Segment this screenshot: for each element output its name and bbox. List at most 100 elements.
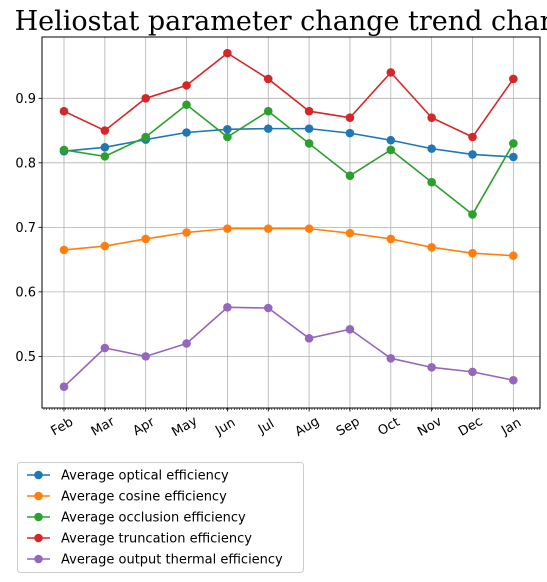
x-tick-label: Nov bbox=[415, 414, 445, 440]
data-point bbox=[509, 139, 518, 148]
data-point bbox=[386, 234, 396, 244]
data-point bbox=[304, 124, 314, 133]
x-tick-label: Jul bbox=[255, 417, 277, 438]
data-point bbox=[141, 234, 150, 244]
data-point bbox=[100, 152, 110, 161]
grid-lines bbox=[42, 37, 540, 408]
y-tick-label: 0.8 bbox=[15, 156, 36, 171]
data-point bbox=[59, 145, 69, 155]
x-tick-label: Aug bbox=[293, 414, 322, 440]
legend: Average optical efficiency Average cosine… bbox=[17, 462, 304, 573]
data-point bbox=[468, 132, 477, 142]
data-point bbox=[263, 74, 273, 84]
legend-box bbox=[17, 462, 304, 573]
data-point bbox=[100, 126, 110, 135]
data-point bbox=[223, 132, 232, 142]
series-lines bbox=[59, 48, 518, 392]
y-tick-label: 0.6 bbox=[15, 285, 36, 300]
x-tick-label: Apr bbox=[130, 415, 158, 440]
legend-label: Average output thermal efficiency bbox=[61, 553, 283, 568]
data-point bbox=[509, 375, 518, 385]
data-point bbox=[304, 334, 314, 343]
data-point bbox=[59, 382, 69, 392]
legend-label: Average optical efficiency bbox=[61, 469, 229, 484]
data-point bbox=[182, 339, 191, 348]
legend-marker bbox=[34, 554, 43, 564]
data-point bbox=[100, 143, 110, 152]
x-tick-label: Jan bbox=[498, 415, 524, 439]
legend-label: Average truncation efficiency bbox=[61, 532, 252, 547]
series-line bbox=[63, 103, 515, 216]
series-line bbox=[63, 227, 514, 257]
series-5 bbox=[59, 303, 518, 392]
data-point bbox=[386, 145, 396, 155]
series-1 bbox=[59, 124, 518, 162]
data-point bbox=[468, 367, 477, 377]
data-point bbox=[100, 343, 110, 353]
x-axis-ticks: Feb Mar Apr May Jun Jul Aug Sep Oct Nov Dec Jan bbox=[49, 408, 524, 440]
x-tick-label: Feb bbox=[49, 415, 76, 440]
data-point bbox=[345, 128, 355, 138]
series-4 bbox=[59, 48, 518, 142]
data-point bbox=[468, 210, 477, 219]
data-point bbox=[100, 241, 110, 251]
data-point bbox=[141, 93, 150, 103]
x-tick-label: Jun bbox=[212, 415, 238, 439]
legend-marker bbox=[34, 470, 43, 480]
data-point bbox=[386, 135, 396, 145]
data-point bbox=[427, 363, 436, 372]
data-point bbox=[509, 152, 518, 162]
series-3 bbox=[59, 100, 518, 219]
plot-frame bbox=[41, 36, 541, 409]
data-point bbox=[509, 251, 518, 261]
legend-label: Average occlusion efficiency bbox=[61, 511, 246, 526]
data-point bbox=[223, 124, 232, 134]
y-tick-label: 0.9 bbox=[15, 92, 36, 107]
x-tick-label: Mar bbox=[89, 414, 118, 440]
x-tick-label: Oct bbox=[376, 415, 403, 439]
data-point bbox=[427, 243, 436, 252]
data-point bbox=[427, 113, 436, 122]
data-point bbox=[345, 324, 355, 334]
series-line bbox=[63, 306, 514, 388]
data-point bbox=[345, 113, 355, 122]
data-point bbox=[304, 106, 314, 116]
data-point bbox=[345, 171, 355, 181]
data-point bbox=[223, 303, 232, 312]
data-point bbox=[141, 132, 150, 142]
data-point bbox=[304, 139, 314, 148]
data-point bbox=[386, 68, 396, 77]
data-point bbox=[468, 248, 477, 258]
legend-marker bbox=[34, 512, 43, 522]
data-point bbox=[304, 224, 314, 233]
data-point bbox=[263, 124, 273, 133]
data-point bbox=[182, 128, 191, 137]
data-point bbox=[182, 100, 191, 110]
data-point bbox=[59, 245, 69, 255]
legend-marker bbox=[34, 533, 43, 543]
series-line bbox=[63, 52, 515, 138]
chart-title: Heliostat parameter change trend chart bbox=[15, 6, 547, 37]
data-point bbox=[223, 48, 232, 58]
data-point bbox=[263, 106, 273, 116]
legend-marker bbox=[34, 491, 43, 501]
data-point bbox=[182, 81, 191, 90]
data-point bbox=[263, 224, 273, 233]
data-point bbox=[182, 228, 191, 237]
y-axis-ticks: 0.5 0.6 0.7 0.8 0.9 bbox=[15, 92, 42, 365]
data-point bbox=[386, 354, 396, 363]
data-point bbox=[468, 150, 477, 159]
legend-label: Average cosine efficiency bbox=[61, 490, 227, 505]
x-tick-label: Sep bbox=[334, 414, 363, 439]
data-point bbox=[223, 224, 232, 233]
data-point bbox=[263, 303, 273, 313]
x-tick-label: Dec bbox=[456, 414, 485, 440]
series-line bbox=[63, 127, 514, 158]
y-tick-label: 0.7 bbox=[15, 221, 36, 236]
data-point bbox=[59, 106, 69, 116]
data-point bbox=[345, 228, 355, 238]
data-point bbox=[427, 144, 436, 153]
data-point bbox=[141, 352, 150, 361]
data-point bbox=[427, 177, 436, 187]
